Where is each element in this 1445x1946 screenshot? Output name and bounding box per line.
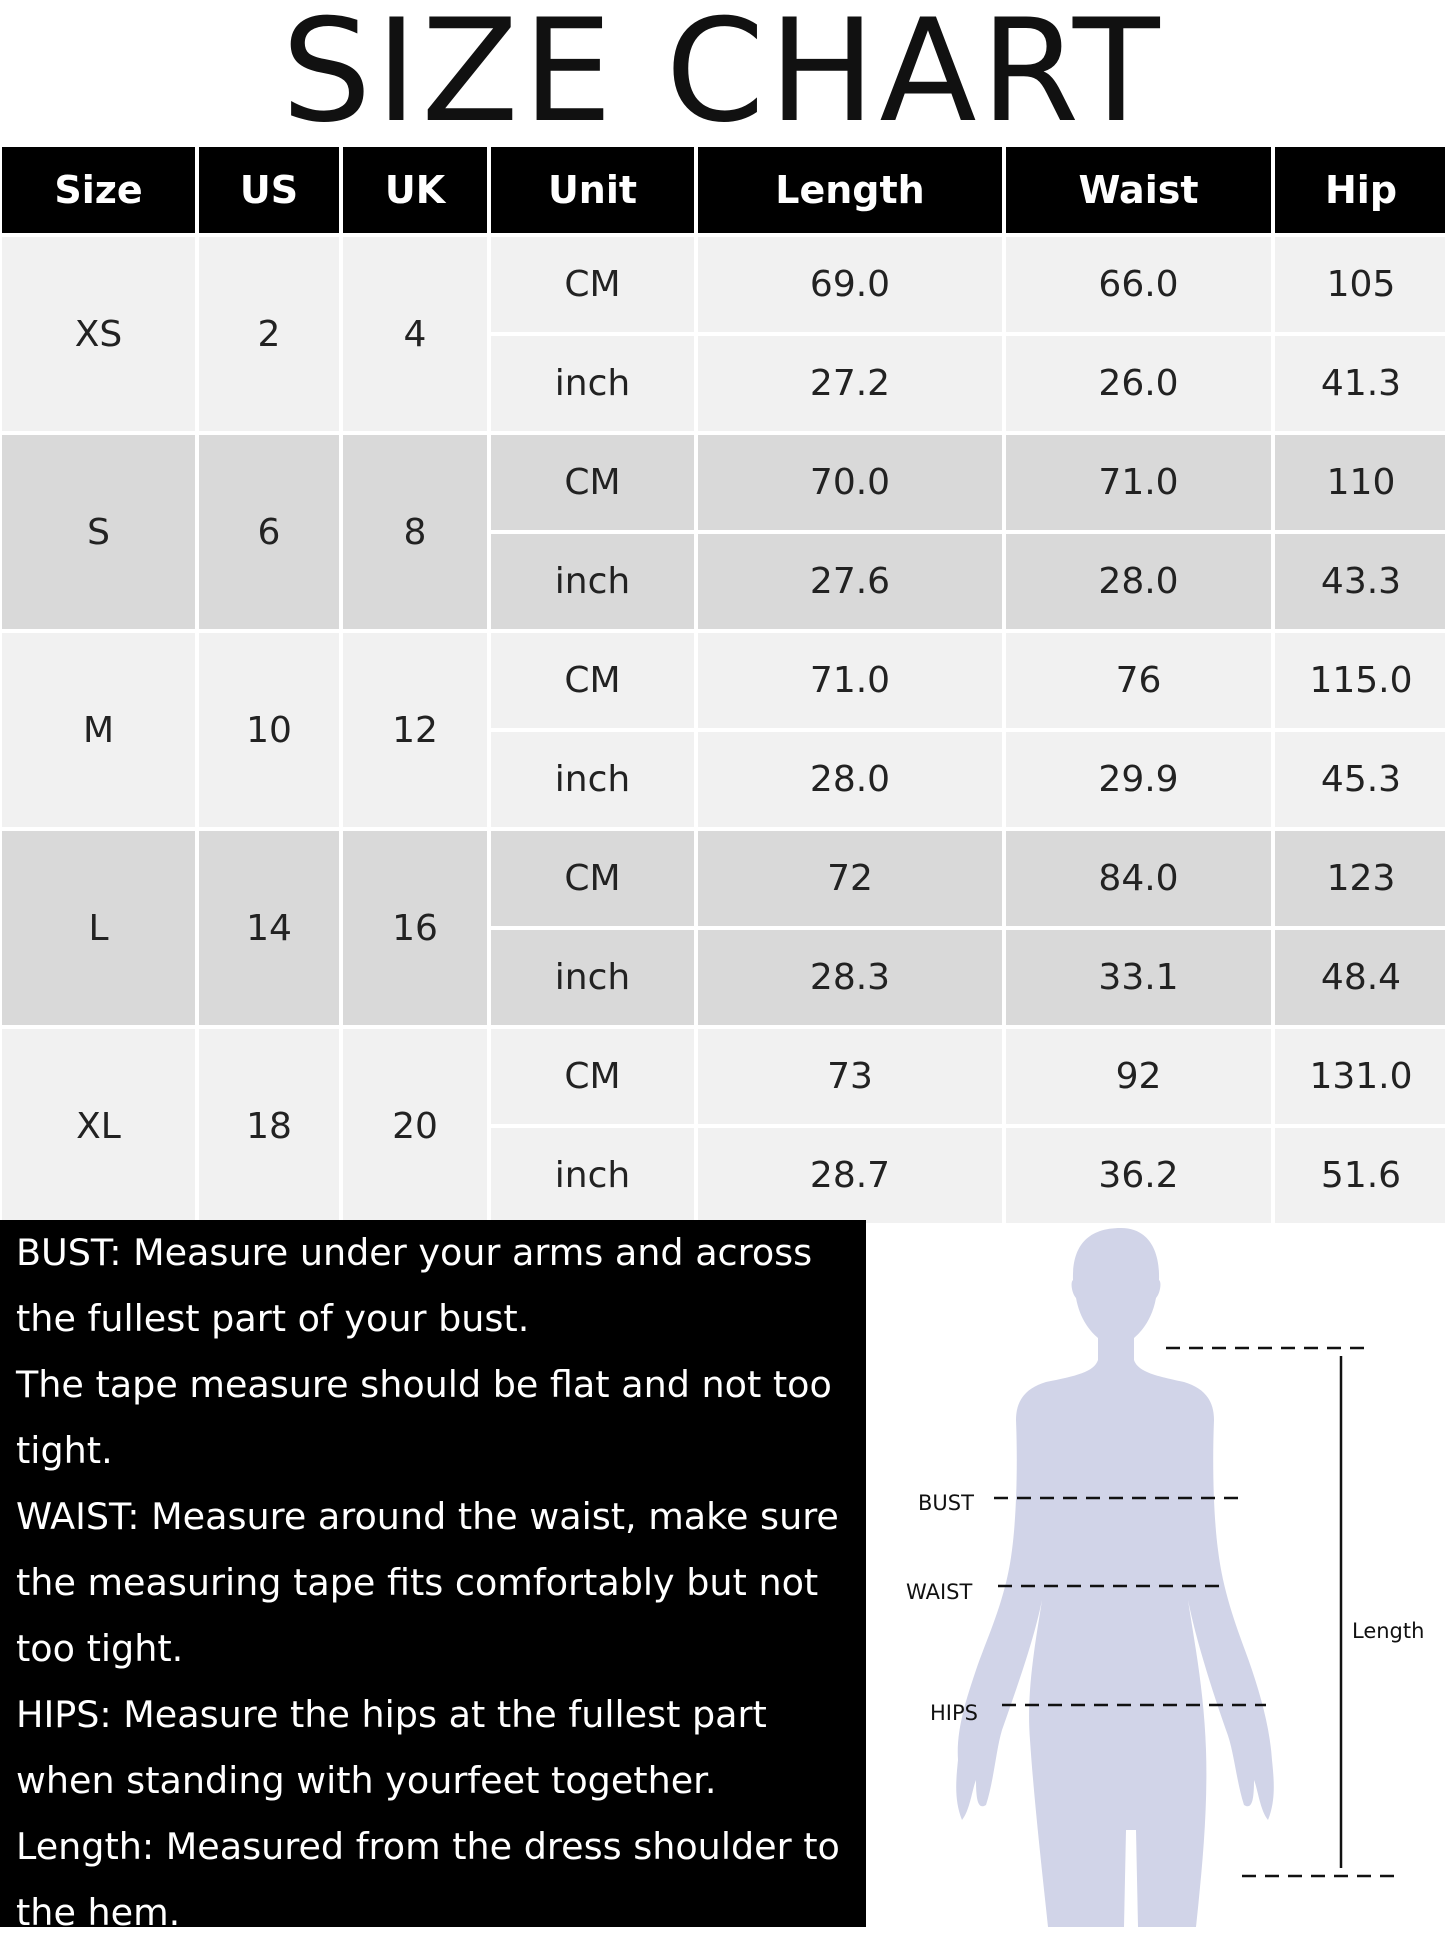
table-row-m-inch: inch 28.0 29.9 45.3 <box>2 732 1445 827</box>
waist-cell: 66.0 <box>1006 237 1271 332</box>
table-row-l-cm: L 14 16 CM 72 84.0 123 <box>2 831 1445 1025</box>
body-silhouette <box>956 1228 1274 1927</box>
unit-cell: inch <box>491 336 694 431</box>
note-line: too tight. <box>16 1627 184 1670</box>
hip-cell: 43.3 <box>1275 534 1445 629</box>
length-cell: 72 <box>698 831 1002 926</box>
hip-cell: 123 <box>1275 831 1445 926</box>
body-measurement-figure: BUST WAIST HIPS Length <box>906 1228 1424 1927</box>
note-line: when standing with yourfeet together. <box>16 1759 717 1802</box>
header-size: Size <box>2 147 195 233</box>
header-us: US <box>199 147 339 233</box>
table-row-xs-cm: XS 2 4 CM 69.0 66.0 105 <box>2 237 1445 431</box>
note-line: tight. <box>16 1429 113 1472</box>
unit-cell: inch <box>491 1128 694 1223</box>
hip-cell: 45.3 <box>1275 732 1445 827</box>
header-unit: Unit <box>491 147 694 233</box>
size-table: Size US UK Unit Length Waist Hip XS 2 4 CM 6… <box>0 143 1445 1227</box>
waist-cell: 71.0 <box>1006 435 1271 530</box>
table-row-xs-inch: inch 27.2 26.0 41.3 <box>2 336 1445 431</box>
waist-cell: 84.0 <box>1006 831 1271 926</box>
hips-label: HIPS <box>930 1701 978 1725</box>
unit-cell: inch <box>491 534 694 629</box>
us-cell: 10 <box>199 633 339 827</box>
length-cell: 27.2 <box>698 336 1002 431</box>
length-cell: 71.0 <box>698 633 1002 728</box>
hip-cell: 48.4 <box>1275 930 1445 1025</box>
unit-cell: inch <box>491 732 694 827</box>
waist-cell: 33.1 <box>1006 930 1271 1025</box>
header-hip: Hip <box>1275 147 1445 233</box>
us-cell: 14 <box>199 831 339 1025</box>
us-cell: 6 <box>199 435 339 629</box>
length-cell: 70.0 <box>698 435 1002 530</box>
waist-cell: 26.0 <box>1006 336 1271 431</box>
length-cell: 69.0 <box>698 237 1002 332</box>
uk-cell: 16 <box>343 831 487 1025</box>
header-row: Size US UK Unit Length Waist Hip <box>2 147 1445 233</box>
note-line: the hem. <box>16 1891 181 1934</box>
us-cell: 2 <box>199 237 339 431</box>
waist-cell: 29.9 <box>1006 732 1271 827</box>
waist-cell: 76 <box>1006 633 1271 728</box>
unit-cell: CM <box>491 633 694 728</box>
measurement-notes: BUST: Measure under your arms and across… <box>0 1220 866 1934</box>
hip-cell: 110 <box>1275 435 1445 530</box>
hip-cell: 105 <box>1275 237 1445 332</box>
length-cell: 28.0 <box>698 732 1002 827</box>
size-cell: S <box>2 435 195 629</box>
table-row-xl-cm: XL 18 20 CM 73 92 131.0 <box>2 1029 1445 1223</box>
page-title: SIZE CHART <box>281 0 1164 154</box>
unit-cell: CM <box>491 435 694 530</box>
note-line: Length: Measured from the dress shoulder… <box>16 1825 840 1868</box>
unit-cell: CM <box>491 831 694 926</box>
hip-cell: 51.6 <box>1275 1128 1445 1223</box>
length-label: Length <box>1352 1619 1424 1643</box>
size-cell: M <box>2 633 195 827</box>
uk-cell: 20 <box>343 1029 487 1223</box>
note-line: The tape measure should be flat and not … <box>16 1363 832 1406</box>
unit-cell: CM <box>491 237 694 332</box>
size-cell: XL <box>2 1029 195 1223</box>
length-cell: 73 <box>698 1029 1002 1124</box>
length-cell: 28.7 <box>698 1128 1002 1223</box>
length-cell: 28.3 <box>698 930 1002 1025</box>
table-row-s-inch: inch 27.6 28.0 43.3 <box>2 534 1445 629</box>
note-line: the measuring tape fits comfortably but … <box>16 1561 819 1604</box>
table-row-xl-inch: inch 28.7 36.2 51.6 <box>2 1128 1445 1223</box>
note-line: HIPS: Measure the hips at the fullest pa… <box>16 1693 767 1736</box>
waist-cell: 92 <box>1006 1029 1271 1124</box>
hip-cell: 41.3 <box>1275 336 1445 431</box>
header-waist: Waist <box>1006 147 1271 233</box>
hip-cell: 131.0 <box>1275 1029 1445 1124</box>
us-cell: 18 <box>199 1029 339 1223</box>
waist-cell: 36.2 <box>1006 1128 1271 1223</box>
length-cell: 27.6 <box>698 534 1002 629</box>
note-line: WAIST: Measure around the waist, make su… <box>16 1495 839 1538</box>
size-cell: XS <box>2 237 195 431</box>
table-row-m-cm: M 10 12 CM 71.0 76 115.0 <box>2 633 1445 827</box>
header-length: Length <box>698 147 1002 233</box>
header-uk: UK <box>343 147 487 233</box>
note-line: BUST: Measure under your arms and across <box>16 1231 813 1274</box>
uk-cell: 12 <box>343 633 487 827</box>
table-row-s-cm: S 6 8 CM 70.0 71.0 110 <box>2 435 1445 629</box>
uk-cell: 8 <box>343 435 487 629</box>
unit-cell: CM <box>491 1029 694 1124</box>
uk-cell: 4 <box>343 237 487 431</box>
bust-label: BUST <box>918 1491 974 1515</box>
table-row-l-inch: inch 28.3 33.1 48.4 <box>2 930 1445 1025</box>
hip-cell: 115.0 <box>1275 633 1445 728</box>
waist-label: WAIST <box>906 1580 973 1604</box>
note-line: the fullest part of your bust. <box>16 1297 530 1340</box>
waist-cell: 28.0 <box>1006 534 1271 629</box>
size-cell: L <box>2 831 195 1025</box>
unit-cell: inch <box>491 930 694 1025</box>
